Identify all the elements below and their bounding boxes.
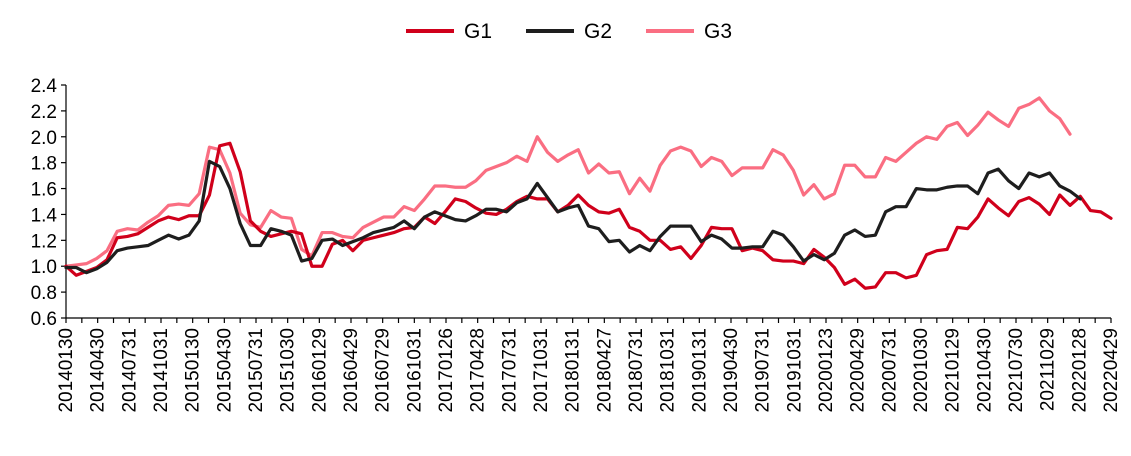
legend-label: G3 bbox=[704, 20, 732, 43]
x-tick-label: 20170126 bbox=[436, 328, 457, 413]
x-tick-label: 20220429 bbox=[1101, 328, 1122, 413]
x-tick-label: 20150731 bbox=[246, 328, 267, 413]
x-tick-label: 20160429 bbox=[341, 328, 362, 413]
y-tick-label: 1.8 bbox=[31, 154, 57, 175]
x-tick-label: 20210730 bbox=[1006, 328, 1027, 413]
x-tick-label: 20190430 bbox=[721, 328, 742, 413]
x-tick-label: 20160129 bbox=[309, 328, 330, 413]
x-tick-label: 20150430 bbox=[214, 328, 235, 413]
legend-label: G1 bbox=[464, 20, 492, 43]
x-tick-label: 20161031 bbox=[404, 328, 425, 413]
x-tick-label: 20180131 bbox=[563, 328, 584, 413]
x-tick-label: 20220128 bbox=[1069, 328, 1090, 413]
x-tick-label: 20211029 bbox=[1038, 328, 1059, 411]
legend-item-g1: G1 bbox=[406, 20, 492, 43]
y-tick-label: 1.6 bbox=[31, 180, 57, 201]
legend-item-g3: G3 bbox=[646, 20, 732, 43]
x-tick-label: 20180731 bbox=[626, 328, 647, 413]
y-tick-label: 1.0 bbox=[31, 257, 57, 278]
y-tick-label: 0.6 bbox=[31, 309, 57, 330]
y-tick-label: 2.2 bbox=[31, 102, 57, 123]
y-tick-label: 0.8 bbox=[31, 283, 57, 304]
x-tick-label: 20210430 bbox=[974, 328, 995, 413]
x-tick-label: 20191031 bbox=[784, 328, 805, 413]
y-tick-label: 2.0 bbox=[31, 128, 57, 149]
series-line-g3 bbox=[64, 96, 1072, 268]
x-tick-label: 20190731 bbox=[753, 328, 774, 413]
x-tick-label: 20170731 bbox=[499, 328, 520, 413]
x-tick-label: 20150130 bbox=[183, 328, 204, 413]
x-tick-label: 20201030 bbox=[911, 328, 932, 413]
y-tick-label: 1.2 bbox=[31, 231, 57, 252]
x-tick-label: 20140731 bbox=[119, 328, 140, 413]
x-tick-label: 20210129 bbox=[943, 328, 964, 413]
legend-item-g2: G2 bbox=[526, 20, 612, 43]
x-tick-label: 20200123 bbox=[816, 328, 837, 413]
x-tick-label: 20160729 bbox=[373, 328, 394, 413]
x-tick-label: 20141031 bbox=[151, 328, 172, 413]
x-tick-label: 20170428 bbox=[468, 328, 489, 413]
x-tick-label: 20151030 bbox=[278, 328, 299, 413]
x-tick-label: 20190131 bbox=[689, 328, 710, 413]
legend-label: G2 bbox=[584, 20, 612, 43]
x-tick-label: 20200731 bbox=[879, 328, 900, 413]
x-tick-label: 20180427 bbox=[594, 328, 615, 413]
series-line-g2 bbox=[64, 159, 1082, 275]
y-tick-label: 1.4 bbox=[31, 205, 58, 226]
x-tick-label: 20140130 bbox=[56, 328, 77, 413]
legend: G1 G2 G3 bbox=[406, 20, 732, 43]
plot-area bbox=[64, 96, 1113, 290]
y-axis: 0.6 0.8 1.0 1.2 1.4 1.6 1.8 2.0 2.2 2.4 bbox=[31, 76, 67, 330]
x-tick-label: 20181031 bbox=[658, 328, 679, 413]
y-tick-label: 2.4 bbox=[31, 76, 58, 97]
series-line-g1 bbox=[64, 141, 1113, 290]
x-axis: 20140130 20140430 20140731 20141031 20150130… bbox=[56, 317, 1122, 413]
x-tick-label: 20200429 bbox=[848, 328, 869, 413]
x-tick-label: 20171031 bbox=[531, 328, 552, 413]
x-tick-label: 20140430 bbox=[88, 328, 109, 413]
